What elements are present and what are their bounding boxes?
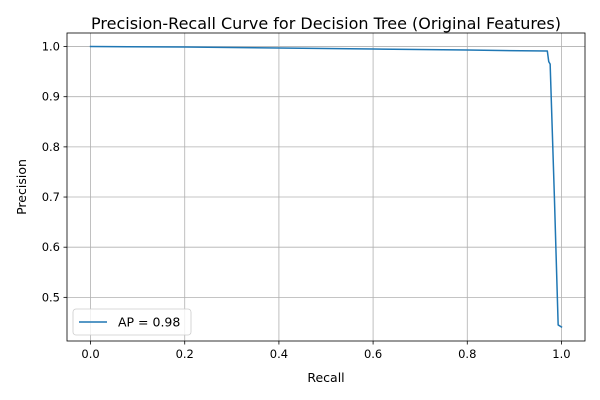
x-tick-label: 0.8 <box>458 347 476 361</box>
legend-box <box>72 308 192 336</box>
x-axis-label: Recall <box>307 370 344 385</box>
y-axis: 0.5 0.6 0.7 0.8 0.9 1.0 <box>42 40 67 304</box>
y-tick-label: 0.9 <box>42 90 60 104</box>
y-tick-label: 0.7 <box>42 190 60 204</box>
x-tick-label: 0.6 <box>364 347 382 361</box>
pr-curve-line <box>89 45 563 328</box>
legend-label: AP = 0.98 <box>118 315 180 330</box>
legend: AP = 0.98 <box>72 308 192 336</box>
y-tick-label: 1.0 <box>42 40 60 54</box>
x-tick-label: 0.0 <box>81 347 99 361</box>
x-axis: 0.0 0.2 0.4 0.6 0.8 1.0 <box>81 341 571 361</box>
series-layer <box>89 45 563 328</box>
y-axis-label: Precision <box>14 159 29 215</box>
chart-title: Precision-Recall Curve for Decision Tree… <box>91 14 561 33</box>
plot-frame <box>66 32 586 342</box>
x-tick-label: 0.4 <box>270 347 288 361</box>
x-tick-label: 1.0 <box>552 347 570 361</box>
plot-area <box>67 33 585 341</box>
y-tick-label: 0.8 <box>42 140 60 154</box>
x-tick-label: 0.2 <box>176 347 194 361</box>
y-tick-label: 0.5 <box>42 290 60 304</box>
y-tick-label: 0.6 <box>42 240 60 254</box>
